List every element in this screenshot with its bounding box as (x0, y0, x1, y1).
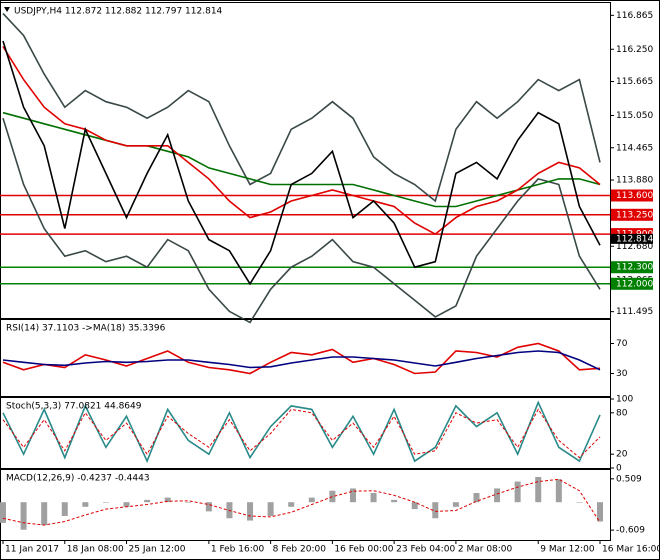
x-tick-label: 11 Jan 2017 (5, 545, 59, 555)
level-label: 113.600 (616, 191, 653, 201)
panel-title: USDJPY,H4 112.872 112.882 112.797 112.81… (14, 7, 223, 17)
x-tick-label: 25 Jan 12:00 (129, 545, 186, 555)
y-tick-label: 116.865 (616, 11, 653, 21)
histogram-bar (102, 502, 109, 503)
level-box (611, 261, 653, 274)
y-tick-label: 0.509 (616, 474, 642, 484)
y-tick-label: 115.665 (616, 77, 653, 87)
x-tick-label: 8 Feb 20:00 (273, 545, 327, 555)
histogram-bar (535, 476, 542, 503)
series-line (2, 350, 601, 371)
x-tick-label: 18 Jan 08:00 (67, 545, 124, 555)
y-tick-label: 112.680 (616, 242, 653, 252)
panel-title: RSI(14) 37.1103 ->MA(18) 35.3396 (6, 324, 166, 334)
histogram-bar (288, 502, 295, 507)
level-box (611, 277, 653, 290)
series-line (2, 117, 601, 324)
series-line (2, 111, 601, 208)
level-label: 112.300 (616, 263, 653, 273)
histogram-bar (329, 490, 336, 503)
series-line (2, 478, 601, 526)
histogram-bar (308, 497, 315, 503)
histogram-bar (473, 493, 480, 503)
y-tick-label: 0 (616, 464, 622, 474)
x-tick-label: 9 Mar 12:00 (540, 545, 595, 555)
panel-title: Stoch(5,3,3) 77.0821 44.8649 (6, 402, 142, 412)
y-tick-label: 116.250 (616, 45, 653, 55)
panel (0, 319, 611, 397)
y-tick-label: 114.465 (616, 143, 653, 153)
series-line (2, 12, 601, 203)
histogram-bar (576, 502, 583, 503)
series-line (2, 46, 601, 236)
y-tick-label: 113.880 (616, 176, 653, 186)
histogram-bar (61, 502, 68, 516)
y-tick-label: 100 (616, 395, 633, 405)
x-tick-label: 2 Mar 08:00 (458, 545, 513, 555)
histogram-bar (247, 502, 254, 521)
series-line (2, 408, 601, 459)
histogram-bar (0, 502, 6, 523)
histogram-bar (41, 502, 48, 526)
histogram-bar (370, 493, 377, 503)
level-box (611, 189, 653, 202)
y-tick-label: 80 (616, 408, 628, 418)
y-tick-label: 70 (616, 339, 628, 349)
level-box (611, 208, 653, 221)
y-tick-label: 20 (616, 450, 628, 460)
y-tick-label: -0.609 (616, 526, 645, 536)
histogram-bar (205, 502, 212, 512)
menu-arrow[interactable] (4, 7, 10, 12)
x-tick-label: 16 Mar 16:00 (602, 545, 660, 555)
panel (0, 397, 611, 469)
series-line (2, 400, 601, 464)
histogram-bar (20, 502, 27, 530)
last-price-box (611, 233, 653, 244)
histogram-bar (514, 481, 521, 503)
x-tick-label: 23 Feb 04:00 (396, 545, 455, 555)
histogram-bar (452, 502, 459, 507)
histogram-bar (164, 497, 171, 503)
histogram-bar (123, 502, 130, 507)
histogram-bar (144, 499, 151, 503)
x-tick-label: 1 Feb 16:00 (211, 545, 265, 555)
level-label: 112.000 (616, 279, 653, 289)
x-tick-label: 16 Feb 00:00 (334, 545, 393, 555)
y-tick-label: 115.050 (616, 111, 653, 121)
histogram-bar (597, 502, 603, 522)
histogram-bar (494, 488, 501, 503)
panel (0, 2, 611, 319)
level-label: 113.250 (616, 210, 653, 220)
histogram-bar (349, 488, 356, 503)
histogram-bar (411, 502, 418, 510)
series-line (2, 40, 601, 286)
histogram-bar (82, 502, 89, 507)
last-price-label: 112.814 (616, 234, 653, 244)
y-tick-label: 111.495 (616, 307, 653, 317)
histogram-bar (555, 479, 562, 503)
histogram-bar (185, 502, 192, 503)
histogram-bar (391, 499, 398, 503)
y-tick-label: 30 (616, 369, 628, 379)
histogram-bar (267, 502, 274, 516)
panel-title: MACD(12,26,9) -0.4237 -0.4443 (6, 474, 150, 484)
histogram-bar (432, 502, 439, 519)
